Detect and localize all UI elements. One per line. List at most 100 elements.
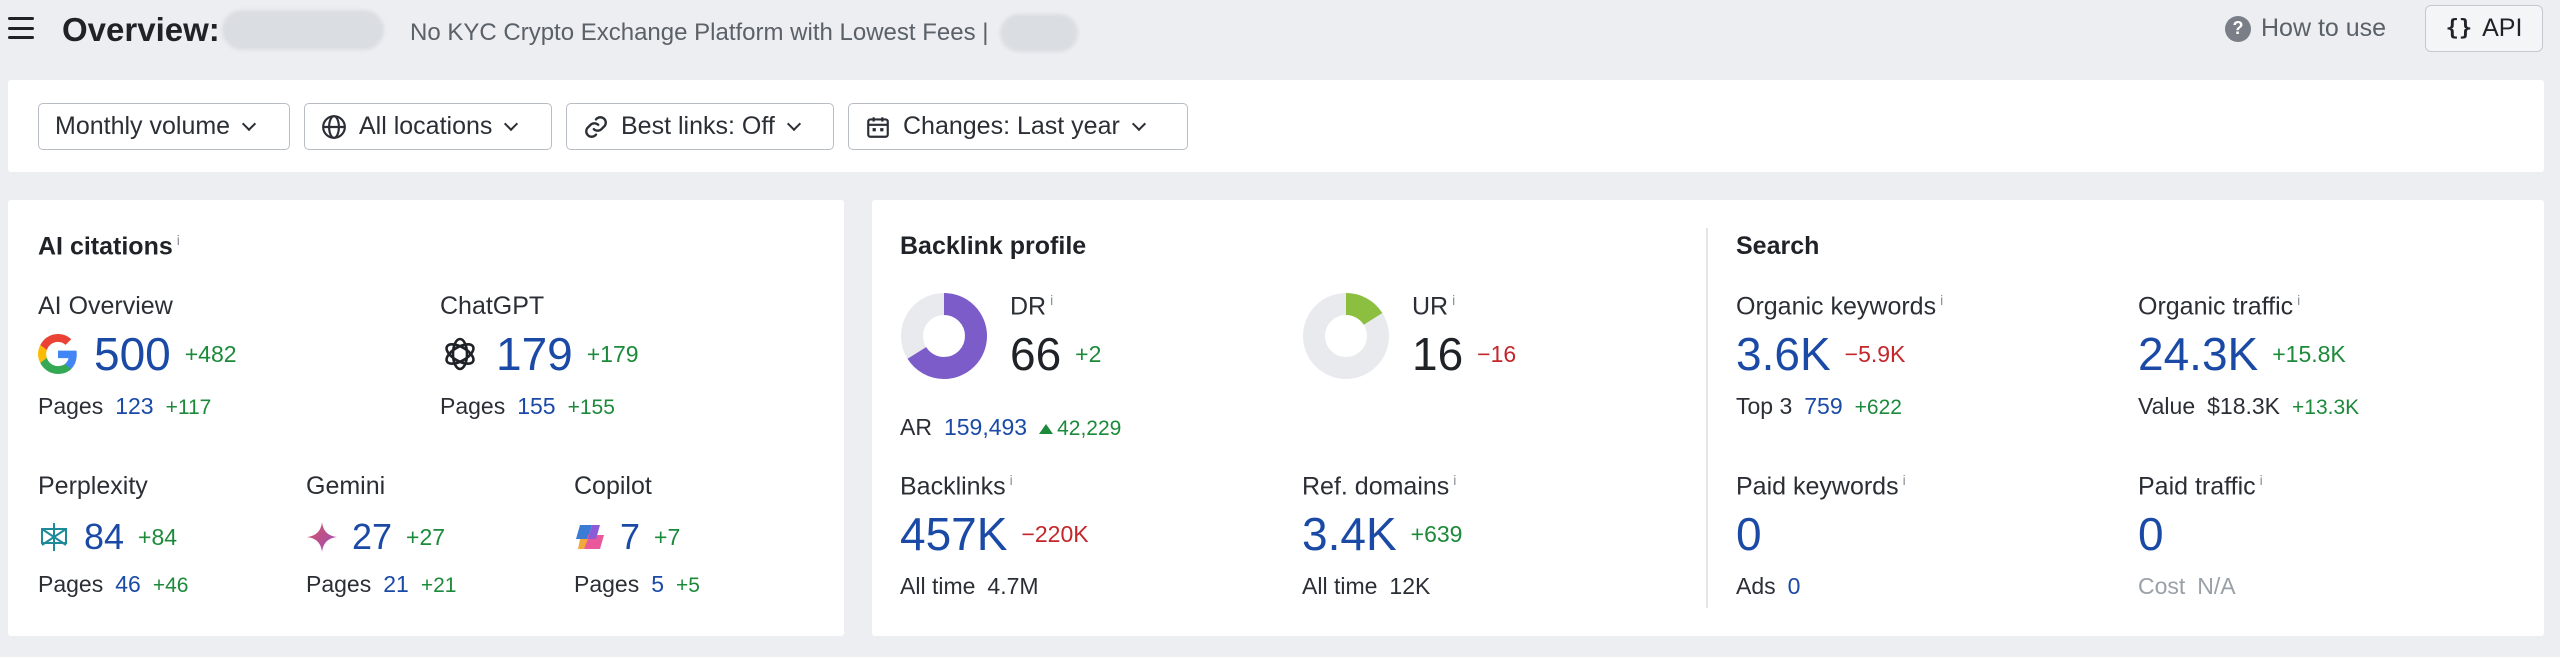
info-icon[interactable]: i — [2259, 472, 2263, 488]
metric-value[interactable]: 7 — [620, 516, 641, 557]
filter-label: Changes: Last year — [903, 112, 1120, 140]
sub-label: Ads — [1736, 573, 1776, 600]
pages-link[interactable]: 155 — [517, 393, 556, 419]
chevron-down-icon — [1131, 116, 1146, 131]
sub-label: Cost — [2138, 573, 2186, 600]
info-icon[interactable]: i — [1940, 292, 1944, 308]
ar-link[interactable]: 159,493 — [943, 414, 1028, 440]
menu-icon[interactable] — [8, 17, 34, 39]
pages-link[interactable]: 123 — [115, 393, 154, 419]
help-icon: ? — [2225, 15, 2251, 42]
copilot-icon — [576, 525, 604, 549]
metric-value[interactable]: 0 — [1736, 508, 1762, 561]
changes-dropdown[interactable]: Changes: Last year — [848, 103, 1188, 150]
info-icon[interactable]: i — [1902, 472, 1906, 488]
sub-link[interactable]: 0 — [1787, 573, 1801, 600]
sub-delta: +622 — [1854, 396, 1902, 420]
metric-label: Organic keywords — [1736, 292, 1937, 321]
ur-metric: UR i 16 −16 — [1412, 292, 1516, 377]
metric-label: Perplexity — [38, 472, 148, 500]
metric-label: AI Overview — [38, 292, 173, 320]
sub-label: Value — [2138, 393, 2196, 420]
metric-label: Organic traffic — [2138, 292, 2294, 321]
metric-value[interactable]: 500 — [94, 328, 171, 380]
pages-link[interactable]: 5 — [651, 571, 665, 597]
info-icon[interactable]: i — [1453, 472, 1457, 488]
pages-delta: +21 — [420, 574, 457, 597]
chatgpt-metric: ChatGPT 179 +179 Pages 155 +155 — [440, 292, 639, 420]
chevron-down-icon — [504, 116, 519, 131]
pages-delta: +46 — [152, 574, 189, 597]
metric-label: Ref. domains — [1302, 472, 1450, 501]
metric-value[interactable]: 457K — [900, 508, 1008, 561]
filter-bar: Monthly volume All locations Best links:… — [8, 80, 2544, 172]
best-links-dropdown[interactable]: Best links: Off — [566, 103, 834, 150]
paid-keywords-metric: Paid keywords i 0 Ads 0 — [1736, 472, 1906, 600]
metric-value: 66 — [1010, 328, 1062, 381]
sub-label: All time — [900, 573, 976, 600]
google-icon — [38, 334, 77, 374]
metric-label: ChatGPT — [440, 292, 545, 320]
filter-label: Monthly volume — [55, 112, 231, 140]
metric-label: Copilot — [574, 472, 652, 500]
page-title: Overview: — [62, 11, 220, 48]
gemini-metric: Gemini 27 +27 Pages 21 +21 — [306, 472, 456, 598]
info-icon[interactable]: i — [1452, 292, 1456, 308]
metric-delta: +2 — [1075, 340, 1102, 367]
pages-delta: +155 — [567, 396, 615, 419]
search-title: Search — [1736, 232, 1820, 260]
metric-value[interactable]: 3.4K — [1302, 508, 1397, 561]
how-to-use-link[interactable]: ? How to use — [2225, 14, 2386, 43]
perplexity-metric: Perplexity 84 +84 Pages 46 +46 — [38, 472, 188, 598]
pages-label: Pages — [38, 571, 104, 597]
page-header: Overview: No KYC Crypto Exchange Platfor… — [0, 0, 2560, 62]
dr-metric: DR i 66 +2 — [1010, 292, 1101, 377]
metric-delta: +482 — [184, 340, 237, 367]
metric-delta: −16 — [1477, 340, 1517, 367]
api-button[interactable]: {} API — [2425, 5, 2543, 52]
monthly-volume-dropdown[interactable]: Monthly volume — [38, 103, 290, 150]
backlink-search-card: Backlink profile DR i 66 +2 AR 159,493 42,2… — [872, 200, 2544, 636]
link-icon — [585, 115, 607, 138]
backlink-profile-title: Backlink profile — [900, 232, 1087, 260]
metric-delta: +15.8K — [2272, 340, 2346, 367]
paid-traffic-metric: Paid traffic i 0 Cost N/A — [2138, 472, 2263, 600]
pages-link[interactable]: 46 — [115, 571, 141, 597]
locations-dropdown[interactable]: All locations — [304, 103, 552, 150]
ai-citations-title: AI citations i — [38, 232, 180, 261]
metric-value[interactable]: 0 — [2138, 508, 2164, 561]
metric-delta: −5.9K — [1844, 340, 1906, 367]
sub-label: Top 3 — [1736, 393, 1793, 420]
metric-label: Paid traffic — [2138, 472, 2256, 501]
metric-value[interactable]: 24.3K — [2138, 328, 2259, 381]
ar-delta: 42,229 — [1057, 417, 1122, 440]
info-icon[interactable]: i — [1009, 472, 1013, 488]
organic-keywords-metric: Organic keywords i 3.6K −5.9K Top 3 759 +62… — [1736, 292, 1943, 420]
metric-value[interactable]: 3.6K — [1736, 328, 1831, 381]
info-icon[interactable]: i — [2297, 292, 2301, 308]
metric-value[interactable]: 84 — [84, 516, 125, 557]
ai-overview-metric: AI Overview 500 +482 Pages 123 +117 — [38, 292, 237, 420]
info-icon[interactable]: i — [1050, 292, 1054, 308]
metric-delta: +84 — [138, 523, 178, 550]
api-label: API — [2482, 14, 2523, 42]
info-icon[interactable]: i — [176, 232, 180, 248]
sub-value: N/A — [2197, 573, 2236, 600]
metric-delta: +179 — [586, 340, 639, 367]
pages-link[interactable]: 21 — [383, 571, 409, 597]
chevron-down-icon — [242, 116, 257, 131]
backlinks-metric: Backlinks i 457K −220K All time 4.7M — [900, 472, 1089, 600]
code-braces-icon: {} — [2445, 16, 2473, 41]
page-subtitle: No KYC Crypto Exchange Platform with Low… — [410, 19, 989, 46]
sub-link[interactable]: 759 — [1804, 393, 1843, 420]
ar-row: AR 159,493 42,229 — [900, 414, 1121, 441]
metric-label: Backlinks — [900, 472, 1006, 501]
globe-icon — [322, 114, 346, 139]
metric-value[interactable]: 27 — [352, 516, 393, 557]
metric-delta: +7 — [654, 523, 681, 550]
sub-value: $18.3K — [2207, 393, 2281, 420]
metric-value[interactable]: 179 — [496, 328, 573, 380]
calendar-icon — [867, 116, 889, 138]
pages-label: Pages — [440, 393, 506, 419]
ai-citations-card: AI citations i AI Overview 500 +482 Pages… — [8, 200, 844, 636]
